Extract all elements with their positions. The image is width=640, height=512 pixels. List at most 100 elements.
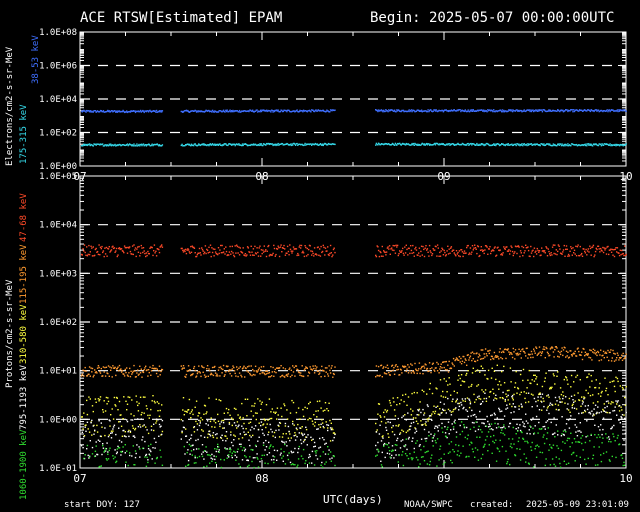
data-point (612, 349, 614, 352)
data-point (322, 425, 324, 428)
data-point (475, 398, 477, 401)
data-point (439, 251, 441, 254)
data-point (495, 427, 498, 429)
data-point (398, 424, 400, 426)
data-point (430, 371, 432, 374)
data-point (118, 447, 120, 449)
data-point (436, 465, 438, 467)
data-point (145, 145, 148, 147)
data-point (413, 372, 415, 374)
data-point (518, 143, 520, 145)
data-point (125, 400, 127, 402)
data-point (530, 252, 533, 254)
data-point (434, 249, 436, 251)
data-point (272, 252, 274, 255)
data-point (262, 444, 265, 446)
data-point (149, 247, 151, 249)
data-point (519, 429, 522, 432)
data-point (545, 246, 547, 248)
data-point (399, 374, 401, 376)
data-point (139, 109, 142, 112)
data-point (606, 246, 608, 248)
data-point (553, 144, 555, 147)
data-point (282, 367, 284, 369)
data-point (384, 110, 386, 113)
data-point (88, 456, 91, 458)
data-point (586, 250, 589, 252)
data-point (573, 451, 575, 454)
data-point (324, 247, 327, 249)
data-point (308, 371, 310, 373)
data-point (428, 255, 430, 257)
data-point (127, 144, 129, 147)
data-point (375, 365, 378, 367)
data-point (102, 251, 104, 254)
data-point (320, 407, 322, 409)
data-point (159, 426, 161, 428)
data-point (282, 460, 284, 462)
data-point (334, 464, 336, 467)
data-point (390, 370, 392, 372)
data-point (83, 457, 85, 460)
data-point (406, 455, 408, 457)
data-point (203, 458, 205, 460)
data-point (487, 110, 490, 112)
data-point (613, 380, 615, 382)
data-point (160, 370, 162, 373)
data-point (501, 253, 503, 255)
data-point (203, 366, 205, 369)
data-point (220, 421, 223, 423)
data-point (585, 436, 587, 438)
data-point (325, 442, 327, 444)
data-point (262, 442, 265, 444)
data-point (406, 248, 408, 251)
data-point (429, 250, 431, 252)
data-point (252, 144, 254, 146)
data-point (503, 382, 506, 384)
data-point (589, 413, 592, 415)
data-point (240, 111, 242, 113)
data-point (497, 356, 499, 358)
data-point (101, 245, 103, 248)
data-point (157, 419, 159, 421)
data-point (604, 407, 606, 409)
data-point (454, 359, 456, 362)
data-point (147, 375, 149, 377)
data-point (182, 145, 185, 147)
data-point (388, 442, 390, 444)
data-point (570, 374, 573, 377)
data-point (319, 426, 322, 428)
data-point (516, 354, 518, 356)
data-point (505, 393, 507, 395)
data-point (427, 109, 429, 111)
data-point (89, 110, 91, 112)
data-point (495, 394, 497, 396)
data-point (191, 374, 193, 376)
data-point (459, 377, 461, 380)
data-point (518, 437, 520, 439)
data-point (247, 431, 249, 433)
data-point (525, 413, 527, 415)
data-point (219, 249, 221, 251)
data-point (488, 444, 490, 446)
data-point (440, 395, 442, 397)
data-point (618, 109, 620, 111)
data-point (413, 451, 415, 453)
data-point (467, 109, 469, 111)
data-point (442, 143, 445, 145)
data-point (590, 433, 592, 436)
data-point (186, 411, 188, 413)
data-point (474, 401, 476, 403)
data-point (397, 368, 399, 371)
data-point (132, 445, 134, 447)
data-point (313, 425, 316, 427)
data-point (396, 404, 398, 406)
data-point (211, 366, 214, 369)
data-point (182, 111, 185, 113)
data-point (395, 111, 397, 113)
data-point (124, 444, 126, 446)
data-point (304, 462, 306, 465)
data-point (399, 110, 401, 112)
data-point (533, 397, 536, 400)
data-point (617, 354, 619, 356)
